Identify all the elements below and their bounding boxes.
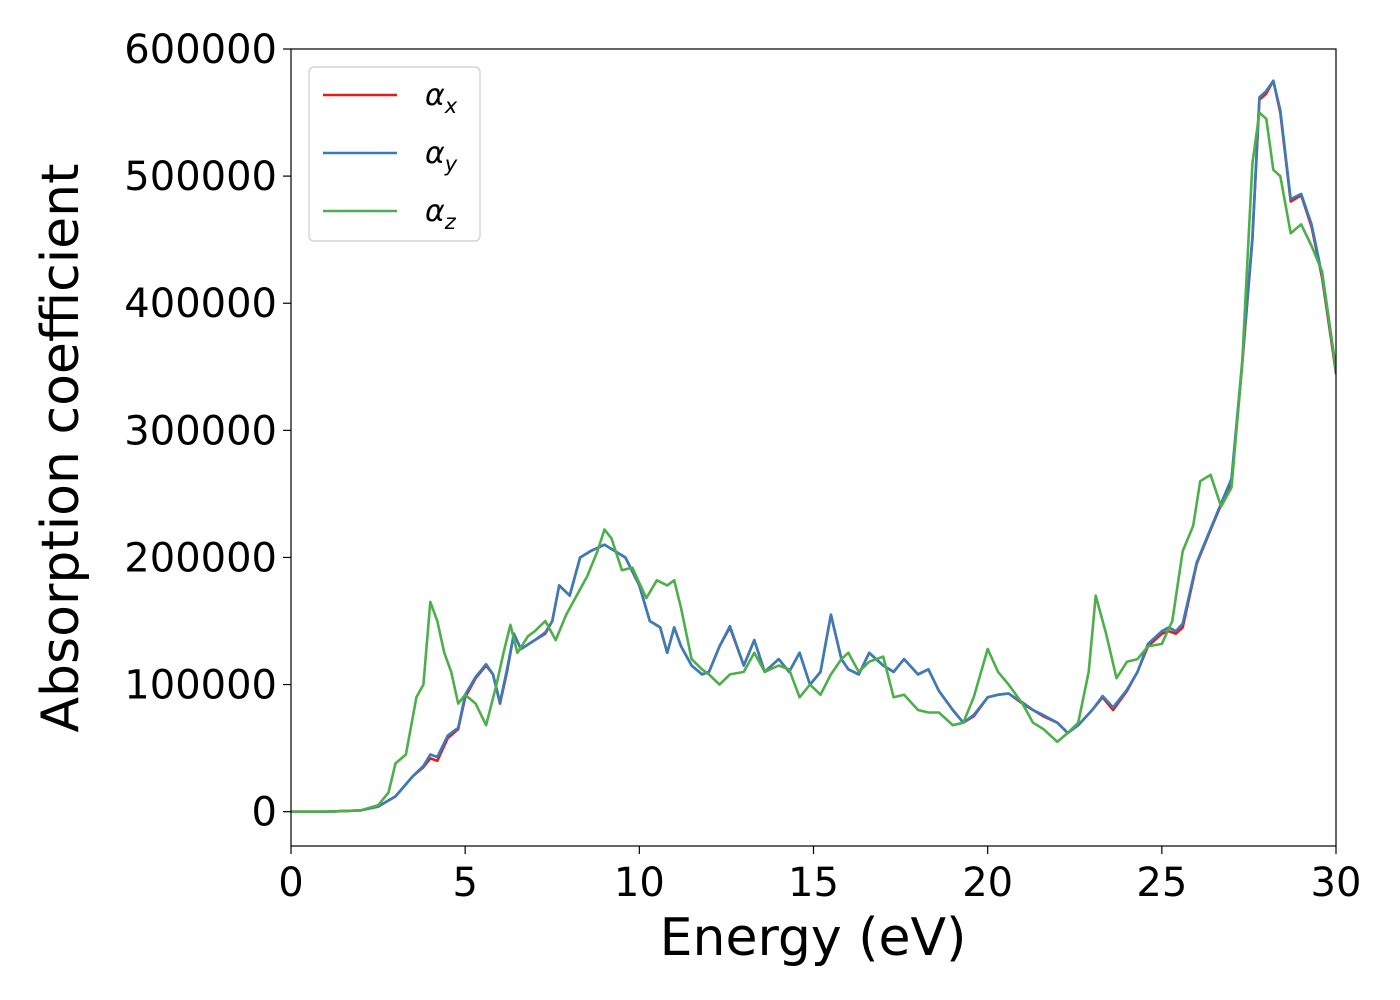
y-tick-label: 600000 (124, 27, 277, 73)
y-tick-label: 200000 (124, 535, 277, 581)
series-layer (291, 79, 1336, 813)
y-axis-title: Absorption coefficient (31, 163, 91, 732)
x-axis: 0 5 10 15 20 25 30 (278, 846, 1361, 906)
x-tick-label: 0 (278, 860, 303, 906)
series-line-y (291, 79, 1336, 813)
x-tick-label: 30 (1311, 860, 1362, 906)
x-tick-label: 25 (1136, 860, 1187, 906)
x-tick-label: 5 (452, 860, 477, 906)
x-tick-label: 20 (962, 860, 1013, 906)
x-tick-label: 10 (614, 860, 665, 906)
y-tick-label: 100000 (124, 663, 277, 709)
y-tick-label: 0 (252, 790, 277, 836)
series-line-z (291, 111, 1336, 813)
y-tick-label: 500000 (124, 154, 277, 200)
y-tick-label: 400000 (124, 281, 277, 327)
y-axis: 0 100000 200000 300000 400000 500000 600000 (124, 27, 291, 836)
y-tick-label: 300000 (124, 408, 277, 454)
x-tick-label: 15 (788, 860, 839, 906)
x-axis-title: Energy (eV) (660, 908, 967, 968)
